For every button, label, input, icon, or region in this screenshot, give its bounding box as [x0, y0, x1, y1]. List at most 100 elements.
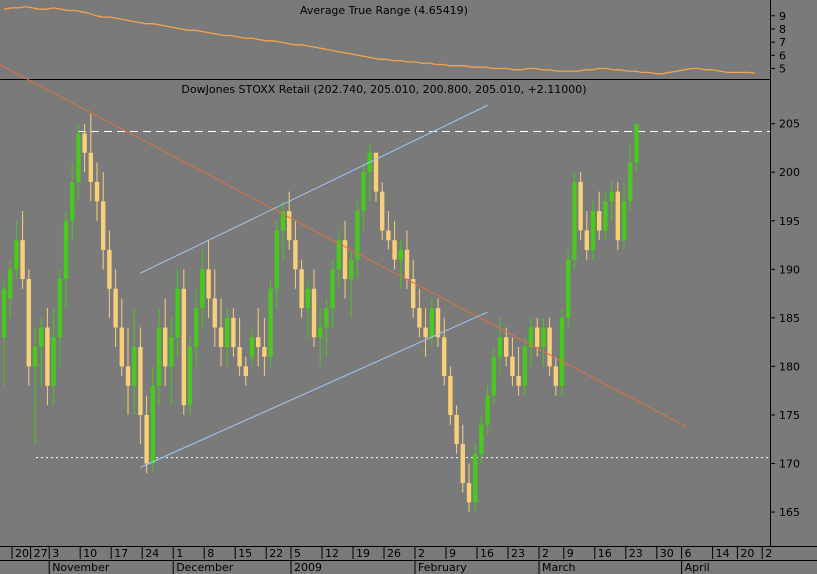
candle-body-43 — [268, 288, 273, 357]
candle-body-87 — [541, 327, 546, 347]
candle-body-30 — [187, 346, 193, 406]
atr-ytick-label-4: 9 — [779, 10, 786, 23]
candle-body-40 — [249, 337, 255, 357]
candle-body-102 — [634, 123, 639, 163]
price-ytick-label-4: 185 — [779, 312, 800, 325]
candle-body-101 — [628, 162, 633, 202]
candle-body-56 — [349, 259, 354, 280]
candle-body-23 — [144, 414, 149, 464]
candle-body-27 — [169, 337, 174, 367]
candle-body-62 — [386, 230, 391, 241]
candle-body-84 — [522, 346, 527, 386]
xtick-label-0: 20 — [15, 547, 29, 560]
candle-body-79 — [491, 356, 496, 396]
candle-body-8 — [51, 337, 56, 386]
candle-body-53 — [330, 269, 335, 309]
price-ytick-label-6: 195 — [779, 215, 800, 228]
xtick-label-23: 6 — [685, 547, 692, 560]
price-ytick-label-2: 175 — [779, 409, 800, 422]
candle-body-98 — [609, 191, 614, 202]
price-ytick-label-5: 190 — [779, 263, 800, 276]
xtick-label-10: 5 — [294, 547, 301, 560]
xtick-label-1: 27 — [34, 547, 48, 560]
candle-body-25 — [156, 327, 162, 386]
xtick-label-13: 26 — [387, 547, 401, 560]
xtick-label-21: 23 — [629, 547, 643, 560]
candle-body-80 — [497, 337, 503, 357]
xtick-label-14: 2 — [418, 547, 425, 560]
candle-body-81 — [504, 337, 509, 357]
candle-body-63 — [392, 240, 397, 260]
xtick-label-6: 1 — [176, 547, 183, 560]
candle-body-29 — [181, 288, 186, 406]
candle-body-31 — [194, 308, 199, 347]
candle-body-66 — [411, 279, 416, 309]
month-label-5: April — [685, 561, 710, 574]
xtick-label-17: 23 — [511, 547, 525, 560]
candle-body-72 — [448, 376, 453, 415]
xtick-label-4: 17 — [114, 547, 128, 560]
candle-body-85 — [528, 327, 534, 347]
candle-body-11 — [70, 181, 75, 221]
price-panel: DowJones STOXX Retail (202.740, 205.010,… — [0, 64, 770, 513]
price-ytick-label-1: 170 — [779, 457, 800, 470]
atr-title: Average True Range (4.65419) — [300, 4, 468, 17]
xtick-label-12: 19 — [356, 547, 370, 560]
candle-body-100 — [621, 201, 627, 241]
candle-body-18 — [113, 288, 118, 328]
candle-body-16 — [101, 201, 106, 250]
candle-body-99 — [615, 191, 620, 241]
candle-body-19 — [119, 327, 124, 367]
month-label-1: December — [176, 561, 234, 574]
xtick-label-22: 30 — [660, 547, 674, 560]
candle-body-5 — [32, 346, 38, 367]
candle-body-74 — [460, 444, 465, 483]
candle-body-88 — [547, 327, 552, 367]
candle-body-90 — [559, 317, 565, 386]
candle-body-51 — [318, 327, 323, 338]
candle-body-13 — [82, 133, 87, 153]
xtick-label-26: 2 — [765, 547, 772, 560]
atr-ytick-label-1: 6 — [779, 49, 786, 62]
y-axis-area — [770, 0, 817, 546]
candle-body-67 — [417, 308, 422, 328]
candle-body-71 — [442, 337, 447, 377]
month-label-2: 2009 — [294, 561, 322, 574]
candle-body-73 — [454, 414, 459, 445]
candle-body-20 — [125, 366, 131, 386]
candle-body-58 — [361, 172, 366, 212]
xtick-label-11: 12 — [325, 547, 339, 560]
candle-body-46 — [287, 211, 292, 241]
candle-body-10 — [63, 220, 69, 280]
candle-body-21 — [132, 346, 137, 386]
candle-body-4 — [26, 279, 31, 367]
candle-body-57 — [355, 211, 360, 260]
candle-body-2 — [14, 240, 19, 270]
candle-body-12 — [76, 133, 81, 182]
candle-body-92 — [572, 181, 577, 260]
candle-body-15 — [94, 181, 100, 202]
candle-body-48 — [299, 269, 304, 309]
price-title: DowJones STOXX Retail (202.740, 205.010,… — [181, 83, 586, 96]
candle-body-49 — [305, 288, 310, 309]
candle-body-97 — [603, 201, 608, 231]
xtick-label-15: 9 — [449, 547, 456, 560]
candle-body-89 — [553, 366, 558, 386]
candle-body-17 — [107, 249, 112, 289]
candle-body-38 — [237, 346, 242, 367]
candle-body-42 — [262, 346, 267, 357]
candle-body-91 — [566, 259, 571, 318]
candle-body-44 — [274, 230, 279, 289]
xtick-label-3: 10 — [83, 547, 97, 560]
candle-body-95 — [590, 211, 596, 250]
candle-body-34 — [212, 298, 217, 328]
atr-line-0 — [3, 5, 756, 75]
candle-body-70 — [435, 308, 441, 338]
candle-body-45 — [280, 211, 286, 231]
month-label-0: November — [52, 561, 110, 574]
trend-line-1 — [140, 104, 488, 274]
candle-body-7 — [45, 327, 50, 386]
month-label-4: March — [542, 561, 576, 574]
candle-body-82 — [510, 356, 515, 377]
